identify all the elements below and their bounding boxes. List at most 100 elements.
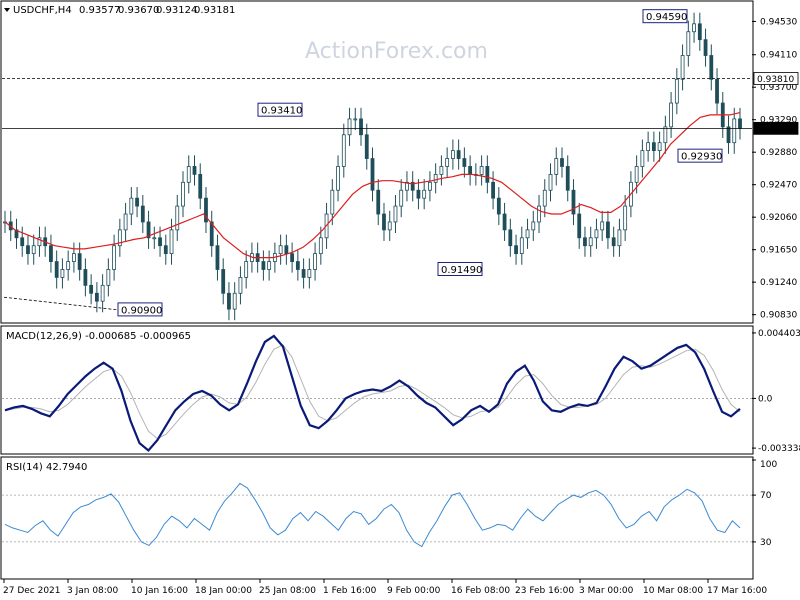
candle-body: [715, 78, 719, 104]
candle-body: [376, 189, 381, 215]
candle-body: [83, 269, 88, 286]
time-tick-label: 27 Dec 2021: [3, 586, 61, 596]
candle-body: [537, 205, 541, 223]
macd-axis: 0.004403 0.0 -0.003338: [752, 329, 800, 454]
time-tick-label: 25 Jan 08:00: [259, 586, 316, 596]
candle-body: [54, 261, 59, 278]
candle-body: [72, 253, 76, 262]
candle-body: [433, 173, 438, 183]
price-annotation-box: [677, 148, 723, 163]
candle-body: [370, 158, 375, 191]
candle-body: [634, 166, 639, 183]
time-tick-label: 23 Feb 16:00: [515, 586, 574, 596]
candle-body: [456, 150, 461, 159]
candle-body: [674, 78, 679, 104]
candle-body: [617, 229, 622, 247]
time-tick-label: 1 Feb 16:00: [323, 586, 377, 596]
candle-body: [186, 166, 191, 183]
candle-body: [663, 126, 668, 144]
candle-body: [571, 189, 576, 215]
collapse-triangle-icon[interactable]: [4, 8, 10, 12]
candle-body: [623, 205, 628, 231]
price-tick-label: 0.94110: [760, 51, 797, 61]
price-annotation-label: 0.91490: [441, 265, 482, 276]
candle-body: [428, 181, 432, 191]
candle-body: [37, 237, 42, 247]
candle-body: [416, 189, 421, 199]
candle-body: [479, 166, 484, 175]
candle-body: [531, 221, 536, 231]
price-panel-frame: [0, 0, 754, 324]
candle-body: [353, 118, 358, 121]
rsi-tick-label: 100: [760, 460, 777, 470]
candle-body: [594, 229, 599, 239]
candle-body: [313, 253, 317, 270]
candle-body: [152, 237, 157, 240]
candle-body: [181, 181, 185, 207]
macd-signal-line: [4, 344, 741, 440]
candle-body: [548, 173, 553, 191]
candle-body: [726, 126, 731, 144]
candle-body: [496, 197, 501, 215]
candle-body: [588, 237, 593, 247]
candle-body: [462, 158, 467, 167]
candle-body: [140, 205, 145, 223]
ohlc-low: 0.93124: [156, 5, 197, 16]
candle-body: [261, 261, 266, 270]
candle-body: [89, 284, 94, 294]
rsi-line: [4, 482, 741, 548]
candle-body: [491, 181, 495, 199]
price-hline-tag: [753, 72, 799, 85]
price-hline-label: 0.93810: [757, 75, 794, 85]
price-annotation-label: 0.94590: [646, 12, 687, 23]
candle-body: [31, 245, 36, 255]
candle-body: [221, 269, 226, 294]
price-annotation-box: [257, 102, 303, 117]
candle-body: [198, 173, 203, 199]
candle-body: [387, 221, 392, 231]
price-tick-label: 0.92470: [760, 181, 797, 191]
candle-body: [100, 284, 105, 302]
time-tick-label: 16 Feb 08:00: [451, 586, 510, 596]
time-tick-label: 9 Feb 00:00: [387, 586, 441, 596]
candle-body: [445, 158, 450, 167]
candle-body: [204, 197, 208, 223]
candle-body: [560, 158, 564, 167]
candle-body: [278, 245, 283, 255]
price-tick-label: 0.93290: [760, 116, 797, 126]
candle-body: [439, 166, 444, 175]
candle-body: [290, 253, 295, 262]
symbol-label: USDCHF,H4: [13, 5, 72, 16]
candle-body: [112, 245, 117, 270]
candle-body: [284, 245, 289, 255]
time-tick-label: 17 Mar 16:00: [707, 586, 767, 596]
candle-body: [514, 245, 518, 255]
price-annotation-label: 0.90900: [121, 305, 162, 316]
candle-body: [686, 31, 691, 56]
candle-body: [732, 118, 737, 144]
macd-layer: [2, 334, 752, 453]
candle-body: [485, 166, 490, 183]
price-tick-label: 0.91240: [760, 278, 797, 288]
price-annotation-box: [117, 302, 163, 317]
price-annotation-label: 0.92930: [681, 152, 722, 163]
candle-body: [600, 221, 605, 231]
candle-body: [244, 261, 249, 278]
macd-tick-label: 0.0: [758, 394, 773, 404]
candle-body: [519, 237, 524, 255]
candle-body: [450, 150, 455, 159]
candle-body: [14, 229, 19, 239]
candle-body: [117, 229, 122, 247]
candle-body: [209, 221, 214, 247]
candle-body: [606, 221, 610, 239]
candle-body: [680, 55, 685, 80]
watermark: ActionForex.com: [305, 39, 488, 64]
candle-body: [554, 158, 559, 175]
candle-body: [169, 229, 174, 255]
price-tick-label: 0.90830: [760, 311, 797, 321]
macd-tick-label: -0.003338: [758, 444, 800, 454]
price-layer: [3, 12, 742, 321]
candle-body: [307, 269, 312, 278]
candle-body: [565, 166, 570, 191]
